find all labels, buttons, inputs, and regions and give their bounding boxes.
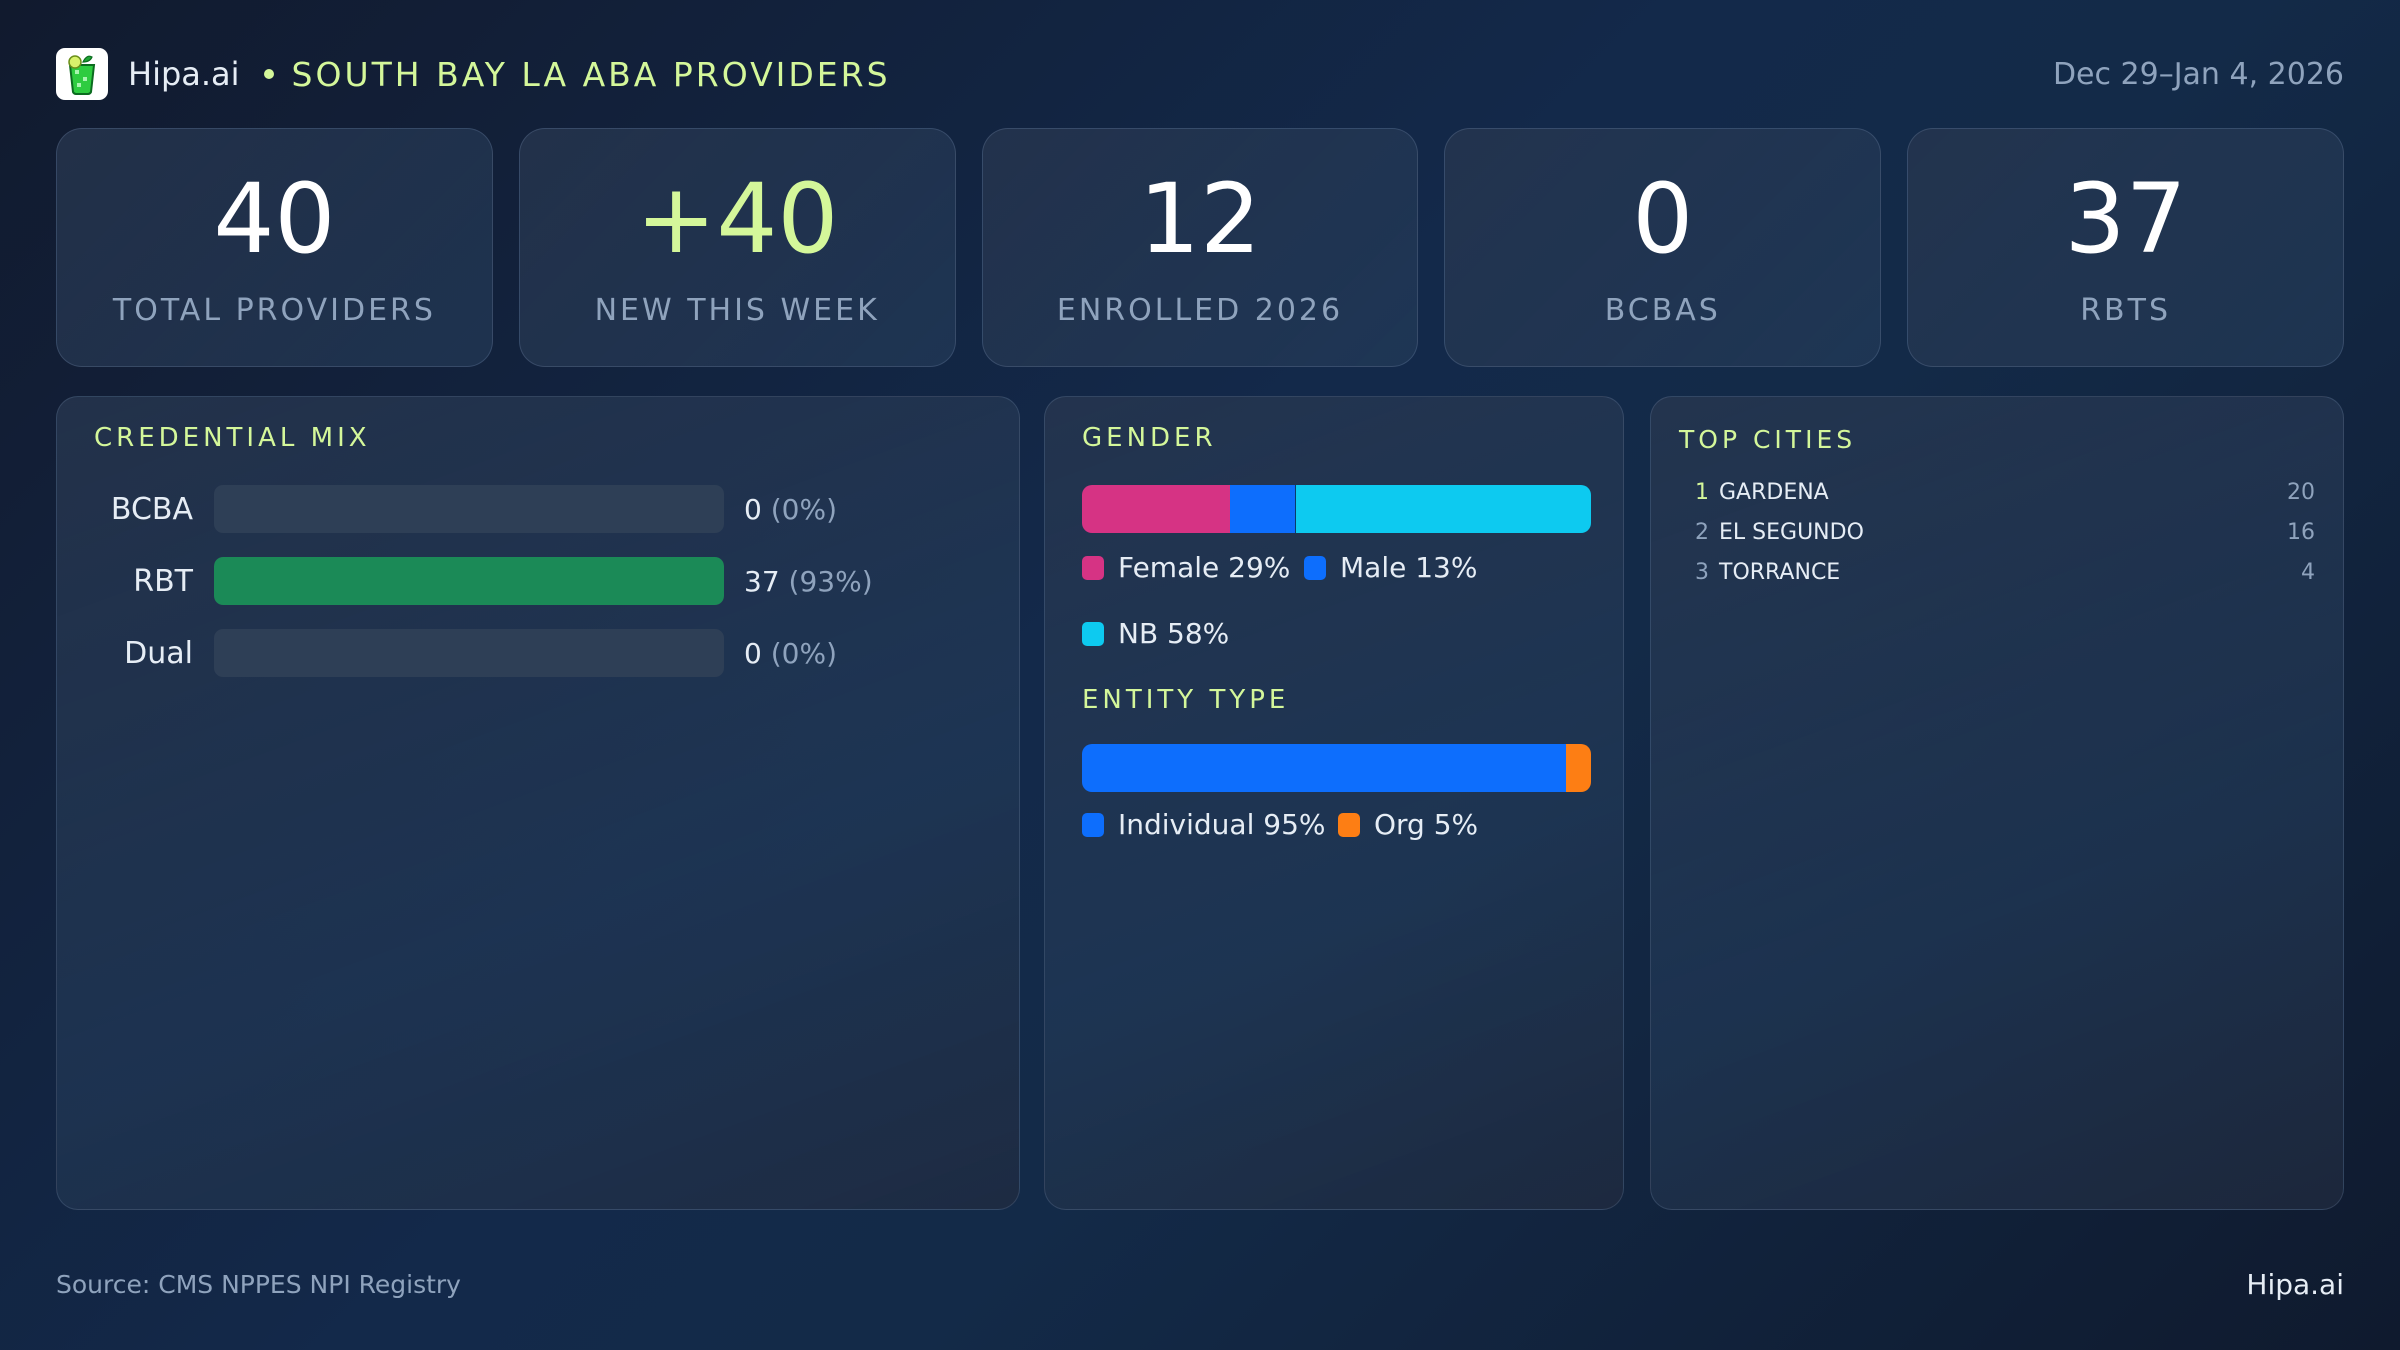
- legend-male: Male 13%: [1304, 551, 1477, 584]
- top-cities-panel: TOP CITIES 1 GARDENA 20 2 EL SEGUNDO 16 …: [1650, 396, 2344, 1210]
- stat-label: TOTAL PROVIDERS: [112, 293, 436, 328]
- legend-label: Female 29%: [1118, 551, 1291, 584]
- legend-label: Male 13%: [1340, 551, 1478, 584]
- gender-title: GENDER: [1082, 423, 1217, 453]
- legend-swatch: [1082, 555, 1104, 580]
- stat-value: 0: [1632, 163, 1694, 275]
- header: Hipa.ai SOUTH BAY LA ABA PROVIDERS Dec 2…: [56, 48, 2344, 100]
- city-row: 3 TORRANCE 4: [1695, 557, 2315, 587]
- gender-entity-panel: GENDER Female 29% Male 13% NB 58% ENTITY…: [1044, 396, 1624, 1210]
- legend-swatch: [1082, 621, 1104, 646]
- city-name: EL SEGUNDO: [1719, 519, 1864, 545]
- entity-type-stacked-bar: [1082, 744, 1591, 792]
- city-name: GARDENA: [1719, 479, 1829, 505]
- credential-count: 0: [744, 636, 762, 670]
- legend-label: NB 58%: [1118, 617, 1230, 650]
- panel-title: CREDENTIAL MIX: [94, 423, 371, 453]
- credential-percent: (93%): [788, 564, 873, 598]
- credential-bar-fill: [214, 557, 724, 605]
- legend-label: Individual 95%: [1118, 808, 1326, 841]
- legend-org: Org 5%: [1338, 808, 1478, 841]
- gender-stacked-bar: [1082, 485, 1591, 533]
- panel-title: TOP CITIES: [1679, 425, 1857, 454]
- legend-female: Female 29%: [1082, 551, 1290, 584]
- credential-row-bcba: BCBA 0 (0%): [57, 485, 1019, 533]
- city-count: 20: [2287, 479, 2315, 505]
- credential-bar-track: [214, 629, 724, 677]
- city-row: 1 GARDENA 20: [1695, 477, 2315, 507]
- city-rank: 3: [1695, 559, 1709, 585]
- entity-type-title: ENTITY TYPE: [1082, 685, 1290, 715]
- legend-swatch: [1338, 812, 1360, 837]
- mojito-glass-icon: [56, 48, 108, 100]
- credential-value: 0 (0%): [744, 637, 837, 670]
- stat-card-bcbas: 0 BCBAS: [1444, 128, 1882, 367]
- city-name: TORRANCE: [1719, 559, 1841, 585]
- credential-percent: (0%): [770, 636, 838, 670]
- credential-count: 37: [744, 564, 780, 598]
- credential-value: 0 (0%): [744, 493, 837, 526]
- stat-cards: 40 TOTAL PROVIDERS +40 NEW THIS WEEK 12 …: [56, 128, 2344, 367]
- gender-segment-female: [1082, 485, 1230, 533]
- credential-mix-panel: CREDENTIAL MIX BCBA 0 (0%) RBT 37 (93%) …: [56, 396, 1020, 1210]
- stat-label: ENROLLED 2026: [1056, 293, 1344, 328]
- gender-segment-male: [1229, 485, 1296, 533]
- stat-value: 40: [213, 163, 336, 275]
- date-range: Dec 29–Jan 4, 2026: [2052, 56, 2344, 92]
- stat-card-rbts: 37 RBTS: [1907, 128, 2344, 367]
- stat-card-new-this-week: +40 NEW THIS WEEK: [518, 128, 956, 367]
- data-source: Source: CMS NPPES NPI Registry: [56, 1270, 461, 1299]
- credential-label: Dual: [124, 635, 193, 671]
- stat-label: RBTS: [2080, 293, 2171, 328]
- stat-label: BCBAS: [1604, 293, 1721, 328]
- report-title: SOUTH BAY LA ABA PROVIDERS: [291, 54, 891, 94]
- legend-label: Org 5%: [1374, 808, 1479, 841]
- stat-label: NEW THIS WEEK: [594, 293, 880, 328]
- credential-percent: (0%): [770, 492, 838, 526]
- footer-brand: Hipa.ai: [2246, 1268, 2344, 1301]
- stat-value: +40: [635, 163, 839, 275]
- legend-swatch: [1082, 812, 1104, 837]
- credential-value: 37 (93%): [744, 565, 873, 598]
- stat-value: 37: [2064, 163, 2187, 275]
- credential-row-rbt: RBT 37 (93%): [57, 557, 1019, 605]
- brand-name: Hipa.ai: [128, 55, 240, 93]
- stat-card-enrolled-2026: 12 ENROLLED 2026: [981, 128, 1419, 367]
- city-row: 2 EL SEGUNDO 16: [1695, 517, 2315, 547]
- city-count: 16: [2287, 519, 2315, 545]
- credential-label: BCBA: [110, 491, 193, 527]
- stat-card-total-providers: 40 TOTAL PROVIDERS: [56, 128, 493, 367]
- legend-swatch: [1304, 555, 1326, 580]
- credential-row-dual: Dual 0 (0%): [57, 629, 1019, 677]
- entity-segment-org: [1565, 744, 1591, 792]
- legend-individual: Individual 95%: [1082, 808, 1326, 841]
- stat-value: 12: [1138, 163, 1262, 275]
- city-rank: 2: [1695, 519, 1709, 545]
- city-rank: 1: [1695, 479, 1709, 505]
- entity-segment-individual: [1082, 744, 1566, 792]
- title-separator-dot: [263, 69, 274, 79]
- city-count: 4: [2301, 559, 2315, 585]
- credential-label: RBT: [133, 563, 193, 599]
- legend-nb: NB 58%: [1082, 617, 1229, 650]
- credential-bar-track: [214, 485, 724, 533]
- gender-segment-nb: [1295, 485, 1591, 533]
- credential-count: 0: [744, 492, 762, 526]
- credential-bar-track: [214, 557, 724, 605]
